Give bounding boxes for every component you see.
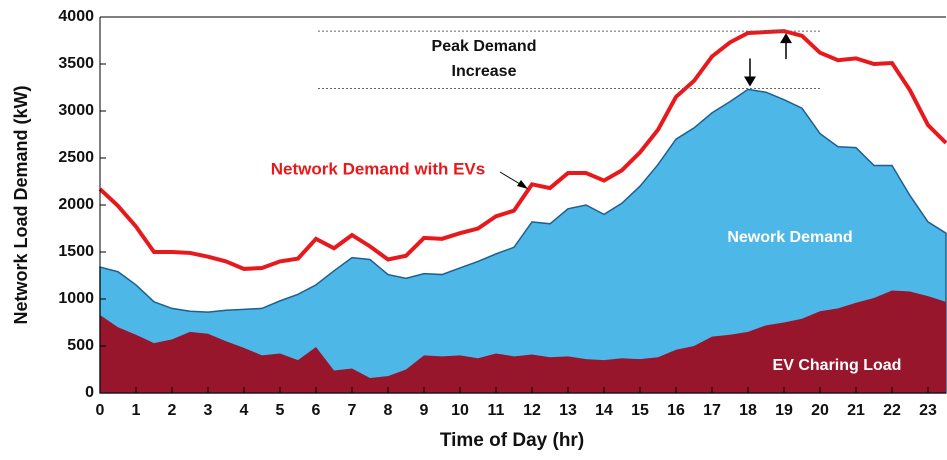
annotation: Increase [452, 63, 517, 80]
x-tick-label: 1 [132, 402, 141, 419]
x-tick-label: 11 [488, 402, 505, 419]
x-tick-label: 8 [384, 402, 393, 419]
x-tick-label: 6 [312, 402, 321, 419]
x-tick-label: 10 [451, 402, 469, 419]
y-tick-label: 3000 [58, 102, 94, 119]
series-label: Network Demand with EVs [271, 159, 485, 178]
area [99, 88, 947, 394]
y-axis-label: Network Load Demand (kW) [11, 85, 31, 324]
x-tick-label: 13 [559, 402, 577, 419]
x-tick-label: 7 [348, 402, 357, 419]
arrow-head [744, 76, 756, 87]
x-tick-label: 2 [168, 402, 177, 419]
series-label: EV Charing Load [773, 357, 902, 374]
y-tick-label: 0 [85, 384, 94, 401]
x-tick-label: 17 [703, 402, 721, 419]
series-label: Nework Demand [727, 229, 852, 246]
x-tick-label: 3 [204, 402, 213, 419]
y-tick-label: 1000 [58, 290, 94, 307]
arrow-head [780, 33, 792, 44]
y-tick-label: 2000 [58, 196, 94, 213]
y-tick-label: 500 [67, 337, 94, 354]
x-tick-label: 22 [883, 402, 901, 419]
x-tick-label: 20 [811, 402, 829, 419]
x-tick-label: 9 [420, 402, 429, 419]
x-tick-label: 19 [775, 402, 793, 419]
x-tick-label: 15 [631, 402, 649, 419]
arrow-head [517, 180, 528, 189]
annotation: Peak Demand [432, 38, 537, 55]
x-tick-label: 4 [240, 402, 249, 419]
y-tick-label: 3500 [58, 55, 94, 72]
x-tick-label: 0 [96, 402, 105, 419]
x-tick-label: 16 [667, 402, 685, 419]
line [98, 29, 947, 271]
x-tick-label: 21 [847, 402, 865, 419]
x-tick-label: 12 [523, 402, 541, 419]
x-tick-label: 14 [595, 402, 613, 419]
x-axis-label: Time of Day (hr) [440, 430, 584, 451]
y-tick-label: 1500 [58, 243, 94, 260]
y-tick-label: 2500 [58, 149, 94, 166]
x-tick-label: 5 [276, 402, 285, 419]
y-tick-label: 4000 [58, 8, 94, 25]
x-tick-label: 18 [739, 402, 757, 419]
x-tick-label: 23 [919, 402, 937, 419]
area [100, 290, 946, 393]
